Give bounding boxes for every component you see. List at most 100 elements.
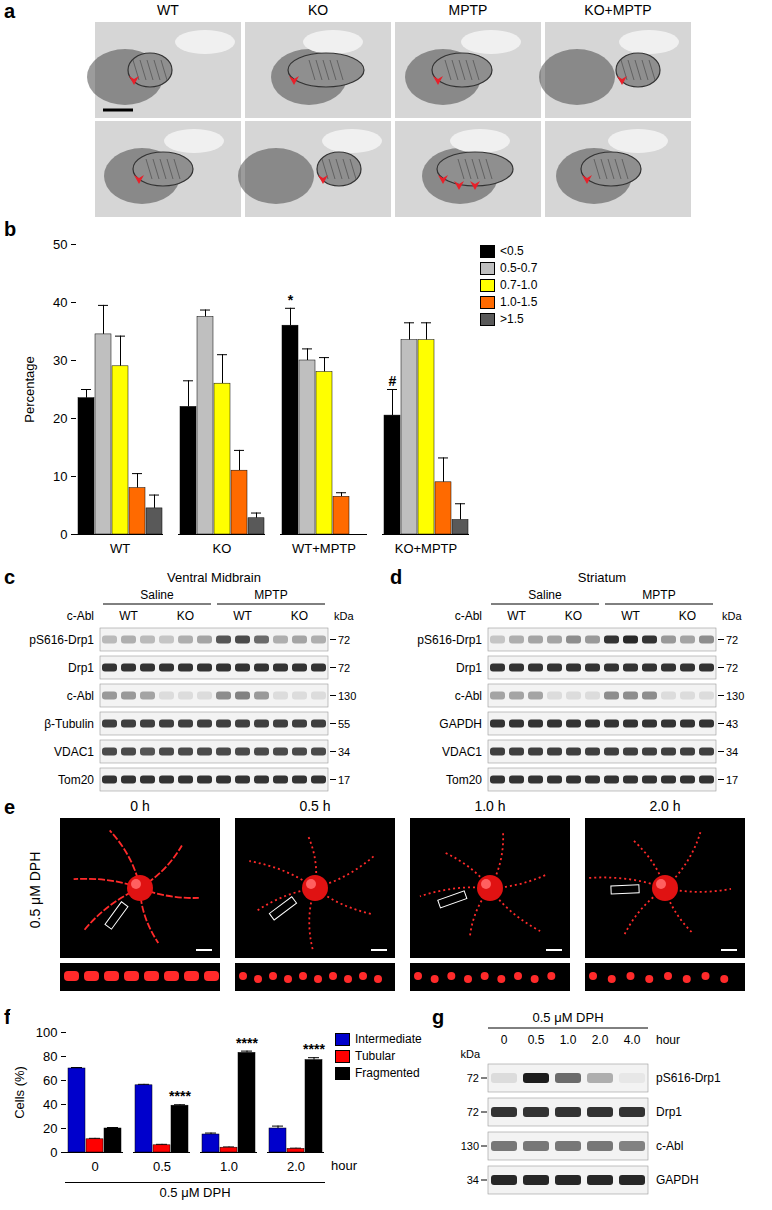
svg-text:40: 40 [43,1097,57,1112]
svg-text:0.5 μM DPH: 0.5 μM DPH [532,1010,603,1025]
svg-text:20: 20 [53,411,67,426]
svg-text:KO: KO [213,541,232,556]
svg-text:****: **** [303,1041,325,1057]
svg-text:KO+MPTP: KO+MPTP [395,541,458,556]
svg-text:2.0: 2.0 [592,1033,609,1047]
svg-text:4.0: 4.0 [624,1033,641,1047]
svg-text:60: 60 [43,1073,57,1088]
svg-text:43: 43 [726,718,738,730]
svg-text:****: **** [236,1035,258,1051]
svg-text:50: 50 [53,237,67,252]
svg-text:0.5 μM DPH: 0.5 μM DPH [27,852,43,929]
svg-text:MPTP: MPTP [254,588,287,602]
svg-text:2.0 h: 2.0 h [649,798,680,814]
svg-text:#: # [389,373,397,389]
svg-text:0 h: 0 h [130,798,149,814]
svg-text:55: 55 [338,718,350,730]
svg-text:WT: WT [119,609,138,623]
html-text:0.7-1.0: 0.7-1.0 [500,278,538,292]
svg-text:pS616-Drp1: pS616-Drp1 [417,633,482,647]
html-text:1.0-1.5: 1.0-1.5 [500,295,538,309]
svg-text:pS616-Drp1: pS616-Drp1 [29,633,94,647]
svg-text:17: 17 [338,774,350,786]
svg-text:130: 130 [338,690,356,702]
svg-text:72: 72 [338,634,350,646]
svg-text:β-Tubulin: β-Tubulin [44,717,94,731]
svg-text:KO: KO [308,2,328,18]
svg-text:Percentage: Percentage [22,356,37,423]
svg-text:WT: WT [507,609,526,623]
svg-text:34: 34 [338,746,350,758]
svg-text:40: 40 [53,295,67,310]
svg-text:KO+MPTP: KO+MPTP [584,2,651,18]
svg-text:1.0: 1.0 [220,1159,238,1174]
svg-text:c-Abl: c-Abl [455,689,482,703]
svg-text:0: 0 [60,527,67,542]
svg-text:c-Abl: c-Abl [67,689,94,703]
svg-text:10: 10 [53,469,67,484]
svg-text:0.5: 0.5 [528,1033,545,1047]
svg-text:Tom20: Tom20 [58,773,94,787]
svg-text:c-Abl: c-Abl [455,609,482,623]
html-text:hour: hour [331,1158,357,1173]
svg-text:72: 72 [467,1106,479,1118]
svg-text:34: 34 [467,1174,479,1186]
svg-text:GAPDH: GAPDH [439,717,482,731]
svg-text:pS616-Drp1: pS616-Drp1 [656,1071,721,1085]
svg-text:Drp1: Drp1 [656,1105,682,1119]
svg-text:Striatum: Striatum [578,570,626,585]
svg-text:100: 100 [36,1025,58,1040]
html-text:<0.5: <0.5 [500,244,524,258]
svg-text:MPTP: MPTP [642,588,675,602]
svg-text:Cells (%): Cells (%) [12,1066,27,1119]
svg-text:Saline: Saline [528,588,562,602]
svg-text:30: 30 [53,353,67,368]
svg-text:KO: KO [291,609,308,623]
svg-text:kDa: kDa [722,610,742,622]
svg-text:WT: WT [157,2,179,18]
svg-text:KO: KO [565,609,582,623]
svg-text:VDAC1: VDAC1 [442,745,482,759]
svg-text:kDa: kDa [460,1048,480,1060]
svg-text:20: 20 [43,1121,57,1136]
svg-text:*: * [288,292,294,308]
svg-text:c-Abl: c-Abl [67,609,94,623]
svg-text:KO: KO [177,609,194,623]
html-text:0.5-0.7: 0.5-0.7 [500,261,538,275]
svg-text:72: 72 [726,634,738,646]
svg-text:Ventral Midbrain: Ventral Midbrain [167,570,261,585]
svg-text:72: 72 [467,1072,479,1084]
svg-text:WT: WT [233,609,252,623]
svg-text:130: 130 [461,1140,479,1152]
svg-text:0: 0 [50,1145,57,1160]
svg-text:****: **** [169,1088,191,1104]
svg-text:72: 72 [338,662,350,674]
svg-text:130: 130 [726,690,744,702]
svg-text:2.0: 2.0 [287,1159,305,1174]
svg-text:34: 34 [726,746,738,758]
svg-text:0.5: 0.5 [153,1159,171,1174]
svg-text:0: 0 [91,1159,98,1174]
svg-text:1.0 h: 1.0 h [474,798,505,814]
svg-text:WT: WT [621,609,640,623]
svg-text:Tom20: Tom20 [446,773,482,787]
svg-text:c-Abl: c-Abl [656,1139,683,1153]
svg-text:WT: WT [110,541,130,556]
svg-text:hour: hour [656,1033,680,1047]
svg-text:kDa: kDa [334,610,354,622]
svg-text:WT+MPTP: WT+MPTP [292,541,356,556]
svg-text:VDAC1: VDAC1 [54,745,94,759]
svg-text:1.0: 1.0 [560,1033,577,1047]
svg-text:0.5 h: 0.5 h [299,798,330,814]
svg-text:72: 72 [726,662,738,674]
html-text:0.5 μM DPH: 0.5 μM DPH [159,1185,231,1200]
svg-text:Drp1: Drp1 [456,661,482,675]
svg-text:GAPDH: GAPDH [656,1173,699,1187]
svg-text:80: 80 [43,1049,57,1064]
svg-text:KO: KO [679,609,696,623]
svg-text:MPTP: MPTP [449,2,488,18]
svg-text:Saline: Saline [140,588,174,602]
svg-text:Drp1: Drp1 [68,661,94,675]
svg-text:0: 0 [501,1033,508,1047]
svg-text:17: 17 [726,774,738,786]
